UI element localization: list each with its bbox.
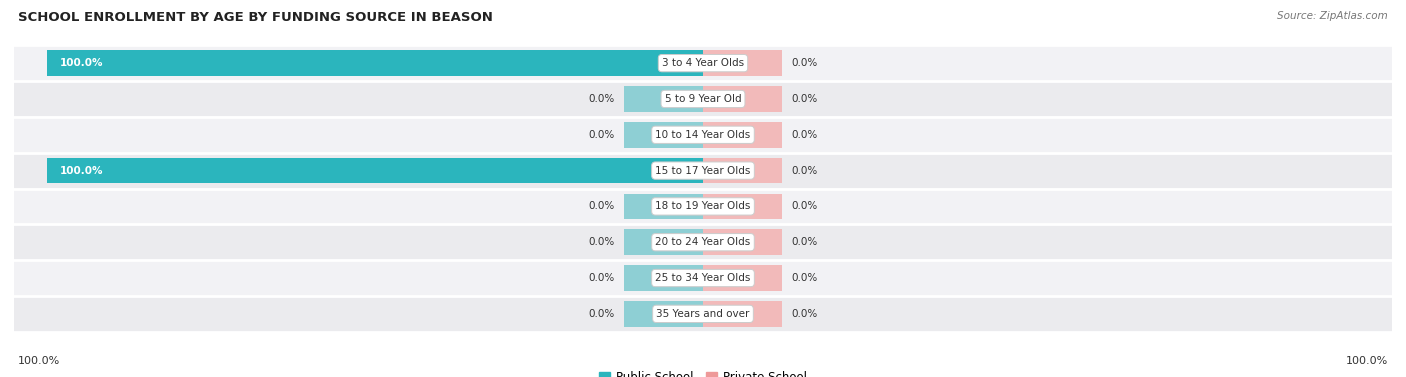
FancyBboxPatch shape — [14, 152, 1392, 189]
Bar — [703, 229, 782, 255]
Bar — [46, 158, 703, 184]
Bar — [624, 301, 703, 327]
Text: 0.0%: 0.0% — [588, 273, 614, 283]
Text: 0.0%: 0.0% — [588, 237, 614, 247]
Text: 18 to 19 Year Olds: 18 to 19 Year Olds — [655, 201, 751, 211]
Text: Source: ZipAtlas.com: Source: ZipAtlas.com — [1277, 11, 1388, 21]
Bar — [624, 229, 703, 255]
FancyBboxPatch shape — [14, 260, 1392, 296]
FancyBboxPatch shape — [14, 45, 1392, 81]
FancyBboxPatch shape — [14, 296, 1392, 332]
Legend: Public School, Private School: Public School, Private School — [593, 366, 813, 377]
Text: 0.0%: 0.0% — [792, 273, 818, 283]
Bar — [624, 265, 703, 291]
FancyBboxPatch shape — [14, 224, 1392, 261]
FancyBboxPatch shape — [14, 81, 1392, 117]
Text: 100.0%: 100.0% — [1346, 356, 1388, 366]
Text: 0.0%: 0.0% — [792, 130, 818, 140]
Text: 0.0%: 0.0% — [588, 130, 614, 140]
Text: 10 to 14 Year Olds: 10 to 14 Year Olds — [655, 130, 751, 140]
Text: 5 to 9 Year Old: 5 to 9 Year Old — [665, 94, 741, 104]
Text: 0.0%: 0.0% — [792, 201, 818, 211]
Text: 100.0%: 100.0% — [60, 166, 104, 176]
Text: 0.0%: 0.0% — [792, 309, 818, 319]
Bar — [624, 193, 703, 219]
Text: 0.0%: 0.0% — [792, 58, 818, 68]
Bar — [703, 193, 782, 219]
FancyBboxPatch shape — [14, 116, 1392, 153]
Text: 20 to 24 Year Olds: 20 to 24 Year Olds — [655, 237, 751, 247]
Text: 0.0%: 0.0% — [792, 166, 818, 176]
Bar — [46, 50, 703, 76]
Text: SCHOOL ENROLLMENT BY AGE BY FUNDING SOURCE IN BEASON: SCHOOL ENROLLMENT BY AGE BY FUNDING SOUR… — [18, 11, 494, 24]
Text: 35 Years and over: 35 Years and over — [657, 309, 749, 319]
Text: 100.0%: 100.0% — [18, 356, 60, 366]
Bar — [703, 301, 782, 327]
Text: 0.0%: 0.0% — [792, 94, 818, 104]
Bar — [703, 86, 782, 112]
Text: 15 to 17 Year Olds: 15 to 17 Year Olds — [655, 166, 751, 176]
Text: 0.0%: 0.0% — [792, 237, 818, 247]
Bar — [703, 158, 782, 184]
Bar — [624, 86, 703, 112]
Text: 25 to 34 Year Olds: 25 to 34 Year Olds — [655, 273, 751, 283]
Text: 3 to 4 Year Olds: 3 to 4 Year Olds — [662, 58, 744, 68]
Bar — [624, 122, 703, 148]
Bar — [703, 122, 782, 148]
Text: 0.0%: 0.0% — [588, 201, 614, 211]
Bar — [703, 50, 782, 76]
FancyBboxPatch shape — [14, 188, 1392, 225]
Text: 0.0%: 0.0% — [588, 94, 614, 104]
Text: 100.0%: 100.0% — [60, 58, 104, 68]
Bar — [703, 265, 782, 291]
Text: 0.0%: 0.0% — [588, 309, 614, 319]
